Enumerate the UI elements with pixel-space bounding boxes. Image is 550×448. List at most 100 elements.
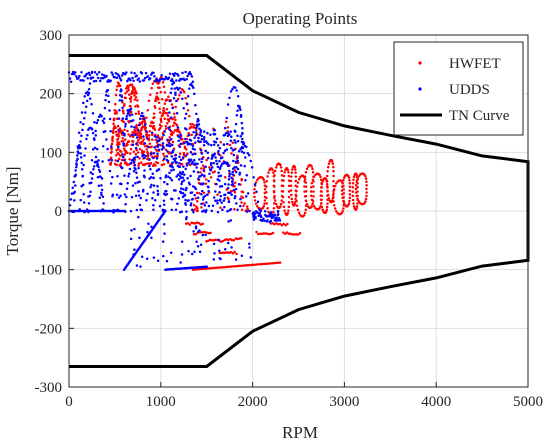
data-point-udds <box>87 88 91 91</box>
data-point-hwfet <box>263 262 266 266</box>
data-point-udds <box>91 76 95 79</box>
data-point-hwfet <box>141 163 145 166</box>
data-point-hwfet <box>178 152 182 155</box>
data-point-udds <box>235 166 238 169</box>
data-point-hwfet <box>117 135 121 138</box>
data-point-udds <box>229 219 233 222</box>
data-point-udds <box>146 75 150 78</box>
data-point-hwfet <box>110 142 114 146</box>
data-point-hwfet <box>116 84 119 88</box>
data-point-hwfet <box>312 195 315 198</box>
data-point-udds <box>184 198 187 202</box>
data-point-udds <box>79 140 82 143</box>
data-point-udds <box>232 188 236 192</box>
data-point-udds <box>173 87 177 90</box>
data-point-udds <box>181 71 184 75</box>
data-point-hwfet <box>166 114 170 117</box>
data-point-udds <box>103 117 106 120</box>
data-point-udds <box>204 165 207 168</box>
data-point-hwfet <box>204 182 208 186</box>
data-point-udds <box>222 134 226 137</box>
data-point-hwfet <box>200 167 203 170</box>
data-point-udds <box>194 131 198 134</box>
data-point-hwfet <box>175 124 179 127</box>
data-point-hwfet <box>261 262 264 266</box>
data-point-udds <box>135 264 139 267</box>
data-point-udds <box>78 144 81 147</box>
data-point-hwfet <box>274 166 278 169</box>
data-point-udds <box>235 202 238 205</box>
data-point-hwfet <box>151 133 154 136</box>
data-point-udds <box>185 210 188 213</box>
data-point-hwfet <box>115 88 118 92</box>
data-point-udds <box>133 166 136 170</box>
data-point-udds <box>152 256 156 259</box>
data-point-hwfet <box>205 178 208 181</box>
data-point-hwfet <box>291 200 294 204</box>
data-point-udds <box>85 99 89 103</box>
data-point-hwfet <box>319 194 323 197</box>
data-point-udds <box>88 97 92 100</box>
data-point-udds <box>124 202 127 206</box>
data-point-udds <box>234 122 238 126</box>
data-point-udds <box>180 182 183 186</box>
data-point-hwfet <box>153 104 156 108</box>
data-point-udds <box>133 125 136 129</box>
data-point-udds <box>93 146 97 150</box>
data-point-udds <box>130 161 133 165</box>
data-point-udds <box>198 250 202 253</box>
data-point-udds <box>168 128 172 131</box>
data-point-udds <box>264 213 267 217</box>
data-point-udds <box>185 140 189 144</box>
data-point-udds <box>174 208 178 211</box>
data-point-udds <box>114 71 118 75</box>
data-point-udds <box>238 173 241 176</box>
data-point-udds <box>74 173 78 177</box>
data-point-hwfet <box>273 194 276 198</box>
data-point-hwfet <box>172 131 175 135</box>
data-point-udds <box>168 144 172 148</box>
data-point-udds <box>166 138 169 142</box>
legend-marker-hwfet <box>418 61 422 65</box>
data-point-hwfet <box>203 230 207 234</box>
data-point-hwfet <box>262 204 266 208</box>
data-point-hwfet <box>192 126 195 129</box>
data-point-hwfet <box>312 185 315 188</box>
data-point-hwfet <box>205 158 208 162</box>
data-point-udds <box>170 143 174 147</box>
data-point-hwfet <box>256 204 259 208</box>
data-point-udds <box>190 198 194 201</box>
data-point-hwfet <box>332 200 335 203</box>
data-point-hwfet <box>356 197 359 201</box>
data-point-udds <box>124 125 127 128</box>
data-point-hwfet <box>228 265 232 268</box>
x-tick-label: 5000 <box>513 394 543 410</box>
data-point-hwfet <box>332 179 335 183</box>
data-point-udds <box>163 192 166 196</box>
data-point-hwfet <box>272 171 275 174</box>
data-point-udds <box>228 96 231 100</box>
data-point-hwfet <box>219 206 222 209</box>
data-point-hwfet <box>179 138 183 141</box>
data-point-hwfet <box>134 90 137 93</box>
data-point-udds <box>128 167 132 171</box>
data-point-hwfet <box>139 137 142 140</box>
tick-layer: 0 1000 2000 3000 4000 5000 -300 -200 -100 0 100 200… <box>35 28 544 410</box>
data-point-udds <box>96 119 100 122</box>
data-point-udds <box>95 147 99 151</box>
data-point-hwfet <box>348 185 352 189</box>
data-point-hwfet <box>160 125 163 128</box>
data-point-hwfet <box>365 183 368 187</box>
data-point-hwfet <box>184 96 187 100</box>
data-point-hwfet <box>273 169 277 173</box>
data-point-udds <box>160 74 163 77</box>
data-point-hwfet <box>283 171 286 174</box>
data-point-udds <box>207 189 210 193</box>
data-point-udds <box>80 71 83 74</box>
data-point-hwfet <box>114 93 118 97</box>
data-point-udds <box>107 100 111 104</box>
data-point-hwfet <box>202 202 205 205</box>
data-point-hwfet <box>168 136 171 139</box>
data-point-udds <box>90 102 93 106</box>
data-point-hwfet <box>123 138 127 141</box>
